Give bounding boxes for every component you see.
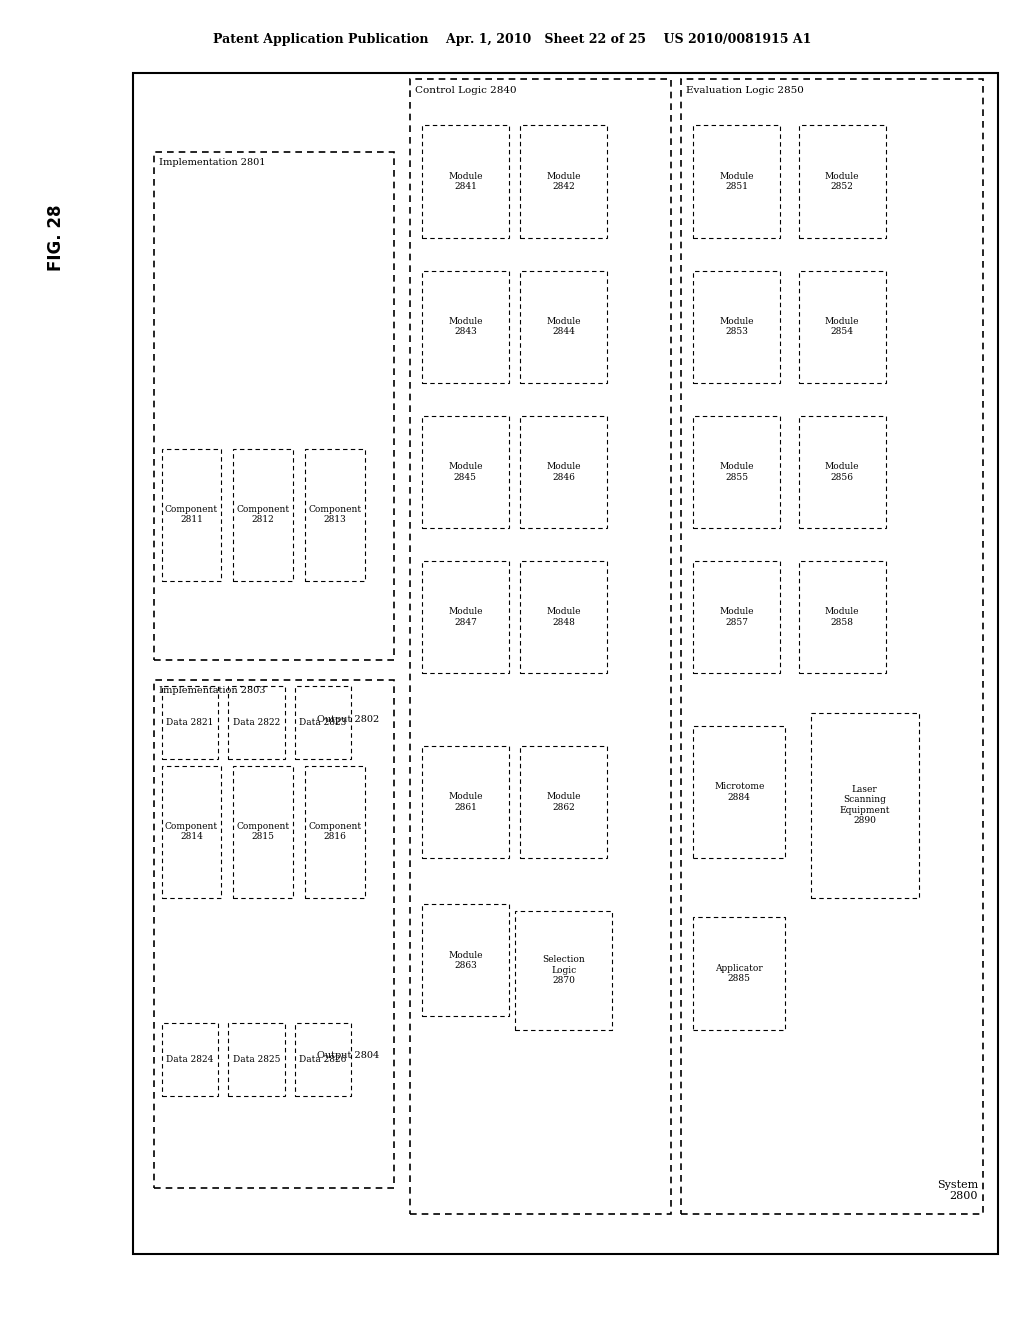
Text: Component
2814: Component 2814 (165, 822, 218, 841)
Text: Module
2847: Module 2847 (449, 607, 482, 627)
Text: Module
2861: Module 2861 (449, 792, 482, 812)
Text: System
2800: System 2800 (937, 1180, 978, 1201)
Text: Module
2852: Module 2852 (825, 172, 859, 191)
Text: Module
2857: Module 2857 (720, 607, 754, 627)
Text: Module
2844: Module 2844 (547, 317, 581, 337)
Text: Component
2815: Component 2815 (237, 822, 290, 841)
Text: Module
2856: Module 2856 (825, 462, 859, 482)
Text: Data 2823: Data 2823 (299, 718, 347, 727)
Text: Laser
Scanning
Equipment
2890: Laser Scanning Equipment 2890 (840, 785, 890, 825)
Text: Evaluation Logic 2850: Evaluation Logic 2850 (686, 86, 804, 95)
Text: Module
2842: Module 2842 (547, 172, 581, 191)
Text: Data 2822: Data 2822 (232, 718, 281, 727)
Text: Component
2812: Component 2812 (237, 506, 290, 524)
Text: Module
2843: Module 2843 (449, 317, 482, 337)
Text: Module
2848: Module 2848 (547, 607, 581, 627)
Text: Component
2816: Component 2816 (308, 822, 361, 841)
Text: Output 2804: Output 2804 (317, 1052, 379, 1060)
Text: Module
2846: Module 2846 (547, 462, 581, 482)
Text: Component
2811: Component 2811 (165, 506, 218, 524)
Text: Output 2802: Output 2802 (317, 715, 379, 723)
Text: Module
2863: Module 2863 (449, 950, 482, 970)
Text: Component
2813: Component 2813 (308, 506, 361, 524)
Text: FIG. 28: FIG. 28 (47, 205, 66, 271)
Text: Applicator
2885: Applicator 2885 (716, 964, 763, 983)
Text: Module
2853: Module 2853 (720, 317, 754, 337)
Text: Implementation 2801: Implementation 2801 (159, 158, 265, 168)
Text: Patent Application Publication    Apr. 1, 2010   Sheet 22 of 25    US 2010/00819: Patent Application Publication Apr. 1, 2… (213, 33, 811, 46)
Text: Data 2826: Data 2826 (299, 1055, 347, 1064)
Text: Control Logic 2840: Control Logic 2840 (415, 86, 516, 95)
Text: Module
2851: Module 2851 (720, 172, 754, 191)
Text: Module
2855: Module 2855 (720, 462, 754, 482)
Text: Module
2854: Module 2854 (825, 317, 859, 337)
Text: Microtome
2884: Microtome 2884 (714, 783, 765, 801)
Text: Implementation 2803: Implementation 2803 (159, 686, 265, 696)
Text: Data 2824: Data 2824 (166, 1055, 214, 1064)
Text: Data 2821: Data 2821 (166, 718, 214, 727)
Text: Module
2862: Module 2862 (547, 792, 581, 812)
Text: Data 2825: Data 2825 (232, 1055, 281, 1064)
Text: Selection
Logic
2870: Selection Logic 2870 (543, 956, 585, 985)
Text: Module
2841: Module 2841 (449, 172, 482, 191)
Text: Module
2845: Module 2845 (449, 462, 482, 482)
Text: Module
2858: Module 2858 (825, 607, 859, 627)
